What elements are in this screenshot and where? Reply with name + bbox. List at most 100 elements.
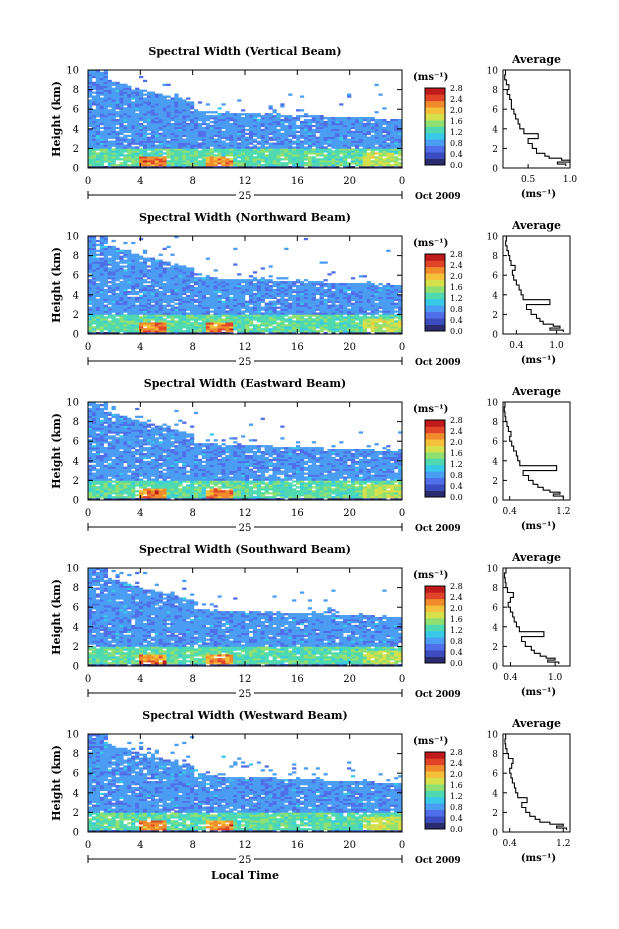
heatmap-cell [292,150,297,153]
heatmap-cell [158,150,163,153]
heatmap-cell [88,243,93,247]
x-tick-label: 8 [189,342,195,353]
heatmap-cell [241,126,246,130]
heatmap-cell [303,326,309,329]
heatmap-cell [162,285,167,288]
heatmap-cell [354,146,360,149]
heatmap-cell [193,277,199,280]
heatmap-cell [119,328,124,331]
heatmap-cell [217,316,222,319]
heatmap-cell [350,290,356,294]
heatmap-cell [186,296,191,300]
heatmap-cell [139,160,144,163]
heatmap-cell [374,152,379,155]
heatmap-cell [162,156,167,159]
heatmap-cell [331,332,336,335]
heatmap-cell [390,324,395,327]
heatmap-cell [119,265,124,268]
heatmap-cell [339,160,344,163]
heatmap-cell [229,322,234,325]
heatmap-cell [303,150,309,153]
heatmap-cell [347,138,352,141]
average-title: Average [511,219,561,232]
heatmap-cell [233,247,238,251]
heatmap-cell [233,119,238,122]
heatmap-cell [135,107,140,110]
heatmap-cell [150,146,156,149]
heatmap-cell [115,267,120,270]
heatmap-cell [88,136,93,139]
heatmap-cell [209,126,214,130]
heatmap-cell [91,312,97,315]
heatmap-cell [123,120,128,124]
heatmap-cell [91,70,97,73]
heatmap-cell [233,152,238,155]
heatmap-cell [107,130,112,134]
heatmap-cell [186,275,191,278]
heatmap-cell [256,330,261,333]
heatmap-cell [190,288,195,292]
heatmap-cell [115,261,120,264]
heatmap-cell [378,152,383,155]
heatmap-cell [264,124,269,128]
heatmap-cell [99,115,104,118]
heatmap-cell [217,148,222,151]
heatmap-cell [268,322,273,325]
heatmap-cell [221,286,226,290]
heatmap-cell [268,142,273,145]
heatmap-cell [358,320,364,323]
heatmap-cell [280,120,285,124]
heatmap-cell [186,279,191,282]
heatmap-cell [327,300,332,303]
heatmap-cell [327,308,332,311]
heatmap-cell [166,275,171,278]
heatmap-cell [245,320,250,323]
heatmap-cell [213,310,218,313]
heatmap-cell [150,298,156,301]
heatmap-cell [241,281,246,284]
heatmap-cell [146,124,152,128]
heatmap-cell [382,304,387,307]
heatmap-cell [229,308,234,311]
heatmap-cell [127,314,132,317]
heatmap-cell [88,154,93,157]
heatmap-cell [386,316,391,319]
heatmap-cell [323,300,328,303]
heatmap-cell [303,294,309,298]
heatmap-cell [139,130,144,134]
heatmap-cell [131,166,136,169]
heatmap-cell [182,111,187,114]
heatmap-cell [142,120,148,124]
heatmap-cell [201,164,207,167]
heatmap-cell [123,158,128,161]
heatmap-cell [390,152,395,155]
heatmap-cell [103,324,108,327]
heatmap-cell [241,166,246,169]
heatmap-cell [123,275,128,278]
heatmap-cell [229,314,234,317]
heatmap-cell [331,316,336,319]
heatmap-cell [390,304,395,307]
heatmap-cell [221,152,226,155]
heatmap-cell [142,113,148,116]
heatmap-cell [88,105,93,108]
heatmap-cell [362,164,367,167]
heatmap-cell [288,286,293,290]
heatmap-cell [107,101,112,104]
heatmap-cell [311,117,316,120]
heatmap-cell [142,292,148,296]
heatmap-cell [91,87,97,90]
heatmap-cell [327,290,332,294]
heatmap-cell [131,109,136,112]
heatmap-cell [260,152,265,155]
heatmap-cell [193,136,199,139]
heatmap-cell [127,99,132,102]
heatmap-cell [268,124,273,128]
heatmap-cell [174,97,179,100]
heatmap-cell [256,115,261,118]
heatmap-cell [123,130,128,134]
heatmap-cell [280,314,285,317]
heatmap-cell [123,294,128,298]
heatmap-cell [162,310,167,313]
heatmap-cell [288,310,293,313]
